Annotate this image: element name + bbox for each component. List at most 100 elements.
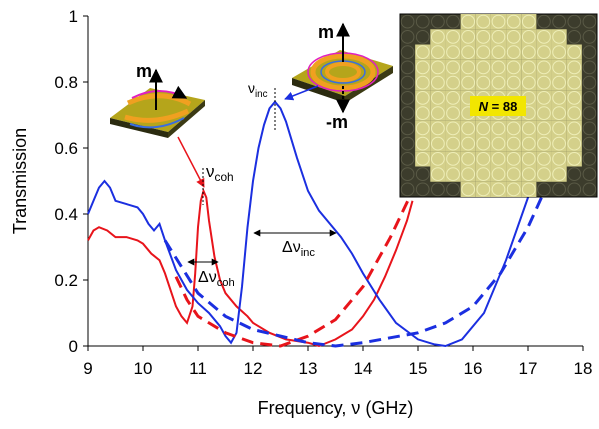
y-tick-label: 1 [69,7,78,26]
lattice-cell [567,45,582,60]
lattice-cell [506,182,521,197]
inset-coherent: m [110,61,205,138]
lattice-cell [491,14,506,29]
lattice-cell [491,45,506,60]
lattice-cell [552,45,567,60]
lattice-cell [552,29,567,44]
lattice-cell [506,151,521,166]
lattice-cell [491,182,506,197]
lattice-cell [461,151,476,166]
lattice-cell [476,167,491,182]
lattice-cell [521,60,536,75]
lattice-cell [461,167,476,182]
lattice-cell [461,75,476,90]
lattice-cell [521,14,536,29]
line [88,191,413,346]
lattice-cell [521,45,536,60]
lattice-cell [491,29,506,44]
lattice-cell [415,45,430,60]
lattice-cell [521,182,536,197]
x-tick-label: 16 [464,359,483,378]
x-tick-label: 11 [189,359,207,378]
lattice-cell [536,45,551,60]
lattice-cell [552,90,567,105]
lattice-cell [461,45,476,60]
lattice-cell [415,75,430,90]
y-tick-label: 0 [69,337,78,356]
lattice-cell [521,151,536,166]
lattice-cell [415,106,430,121]
lattice-cell [567,90,582,105]
lattice-cell [521,167,536,182]
lattice-cell [461,121,476,136]
lattice-cell [415,60,430,75]
annotation-text: Δν [198,269,217,286]
lattice-cell [521,136,536,151]
lattice-cell [430,136,445,151]
lattice-cell [506,121,521,136]
annotation-sub: coh [217,277,235,289]
y-tick-label: 0.2 [54,271,78,290]
lattice-cell [552,75,567,90]
lattice-cell [445,151,460,166]
annotation-text: Δν [282,239,301,256]
y-tick-label: 0.4 [54,205,78,224]
lattice-cell [491,136,506,151]
annotation-sub: coh [215,170,234,184]
annotation: Δνinc [282,239,315,259]
lattice-cell [445,60,460,75]
lattice-cell [430,121,445,136]
lattice-cell [461,60,476,75]
y-tick-label: 0.6 [54,139,78,158]
lattice-cell [445,90,460,105]
x-tick-label: 12 [244,359,263,378]
lattice-cell [476,60,491,75]
lattice-cell [552,167,567,182]
lattice-cell [445,75,460,90]
lattice-cell [506,75,521,90]
lattice-cell [476,75,491,90]
lattice-cell [536,60,551,75]
lattice-cell [521,29,536,44]
annotation: νinc [248,80,268,100]
lattice-cell [445,136,460,151]
lattice-cell [521,75,536,90]
lattice-cell [430,167,445,182]
overlay: m m -m N = 88 νcohνincΔνcohΔνinc [110,14,597,289]
lattice-cell [415,151,430,166]
lattice-cell [476,14,491,29]
lattice-cell [445,29,460,44]
lattice-cell [552,60,567,75]
lattice-cell [567,136,582,151]
lattice-cell [491,75,506,90]
x-tick-label: 15 [409,359,428,378]
lattice-cell [552,151,567,166]
lattice-cell [506,60,521,75]
lattice-cell [430,60,445,75]
lattice-cell [491,167,506,182]
lattice-cell [430,29,445,44]
annotation: m [318,22,334,42]
lattice-cell [567,106,582,121]
lattice-cell [461,29,476,44]
annotation: νcoh [206,162,234,184]
lattice-cell [552,106,567,121]
lattice-cell [567,121,582,136]
lattice-cell [567,151,582,166]
lattice-cell [476,29,491,44]
lattice-cell [491,151,506,166]
lattice-cell [415,136,430,151]
lattice-cell [461,182,476,197]
lattice-cell [536,75,551,90]
annotation-sub: inc [255,89,268,100]
lattice-cell [430,45,445,60]
lattice-cell [536,167,551,182]
lattice-cell [506,14,521,29]
arrow [178,137,204,187]
lattice-cell [415,90,430,105]
y-tick-label: 0.8 [54,73,78,92]
lattice-cell [461,14,476,29]
lattice-cell [506,29,521,44]
dashed-line [165,191,545,346]
lattice-cell [536,121,551,136]
